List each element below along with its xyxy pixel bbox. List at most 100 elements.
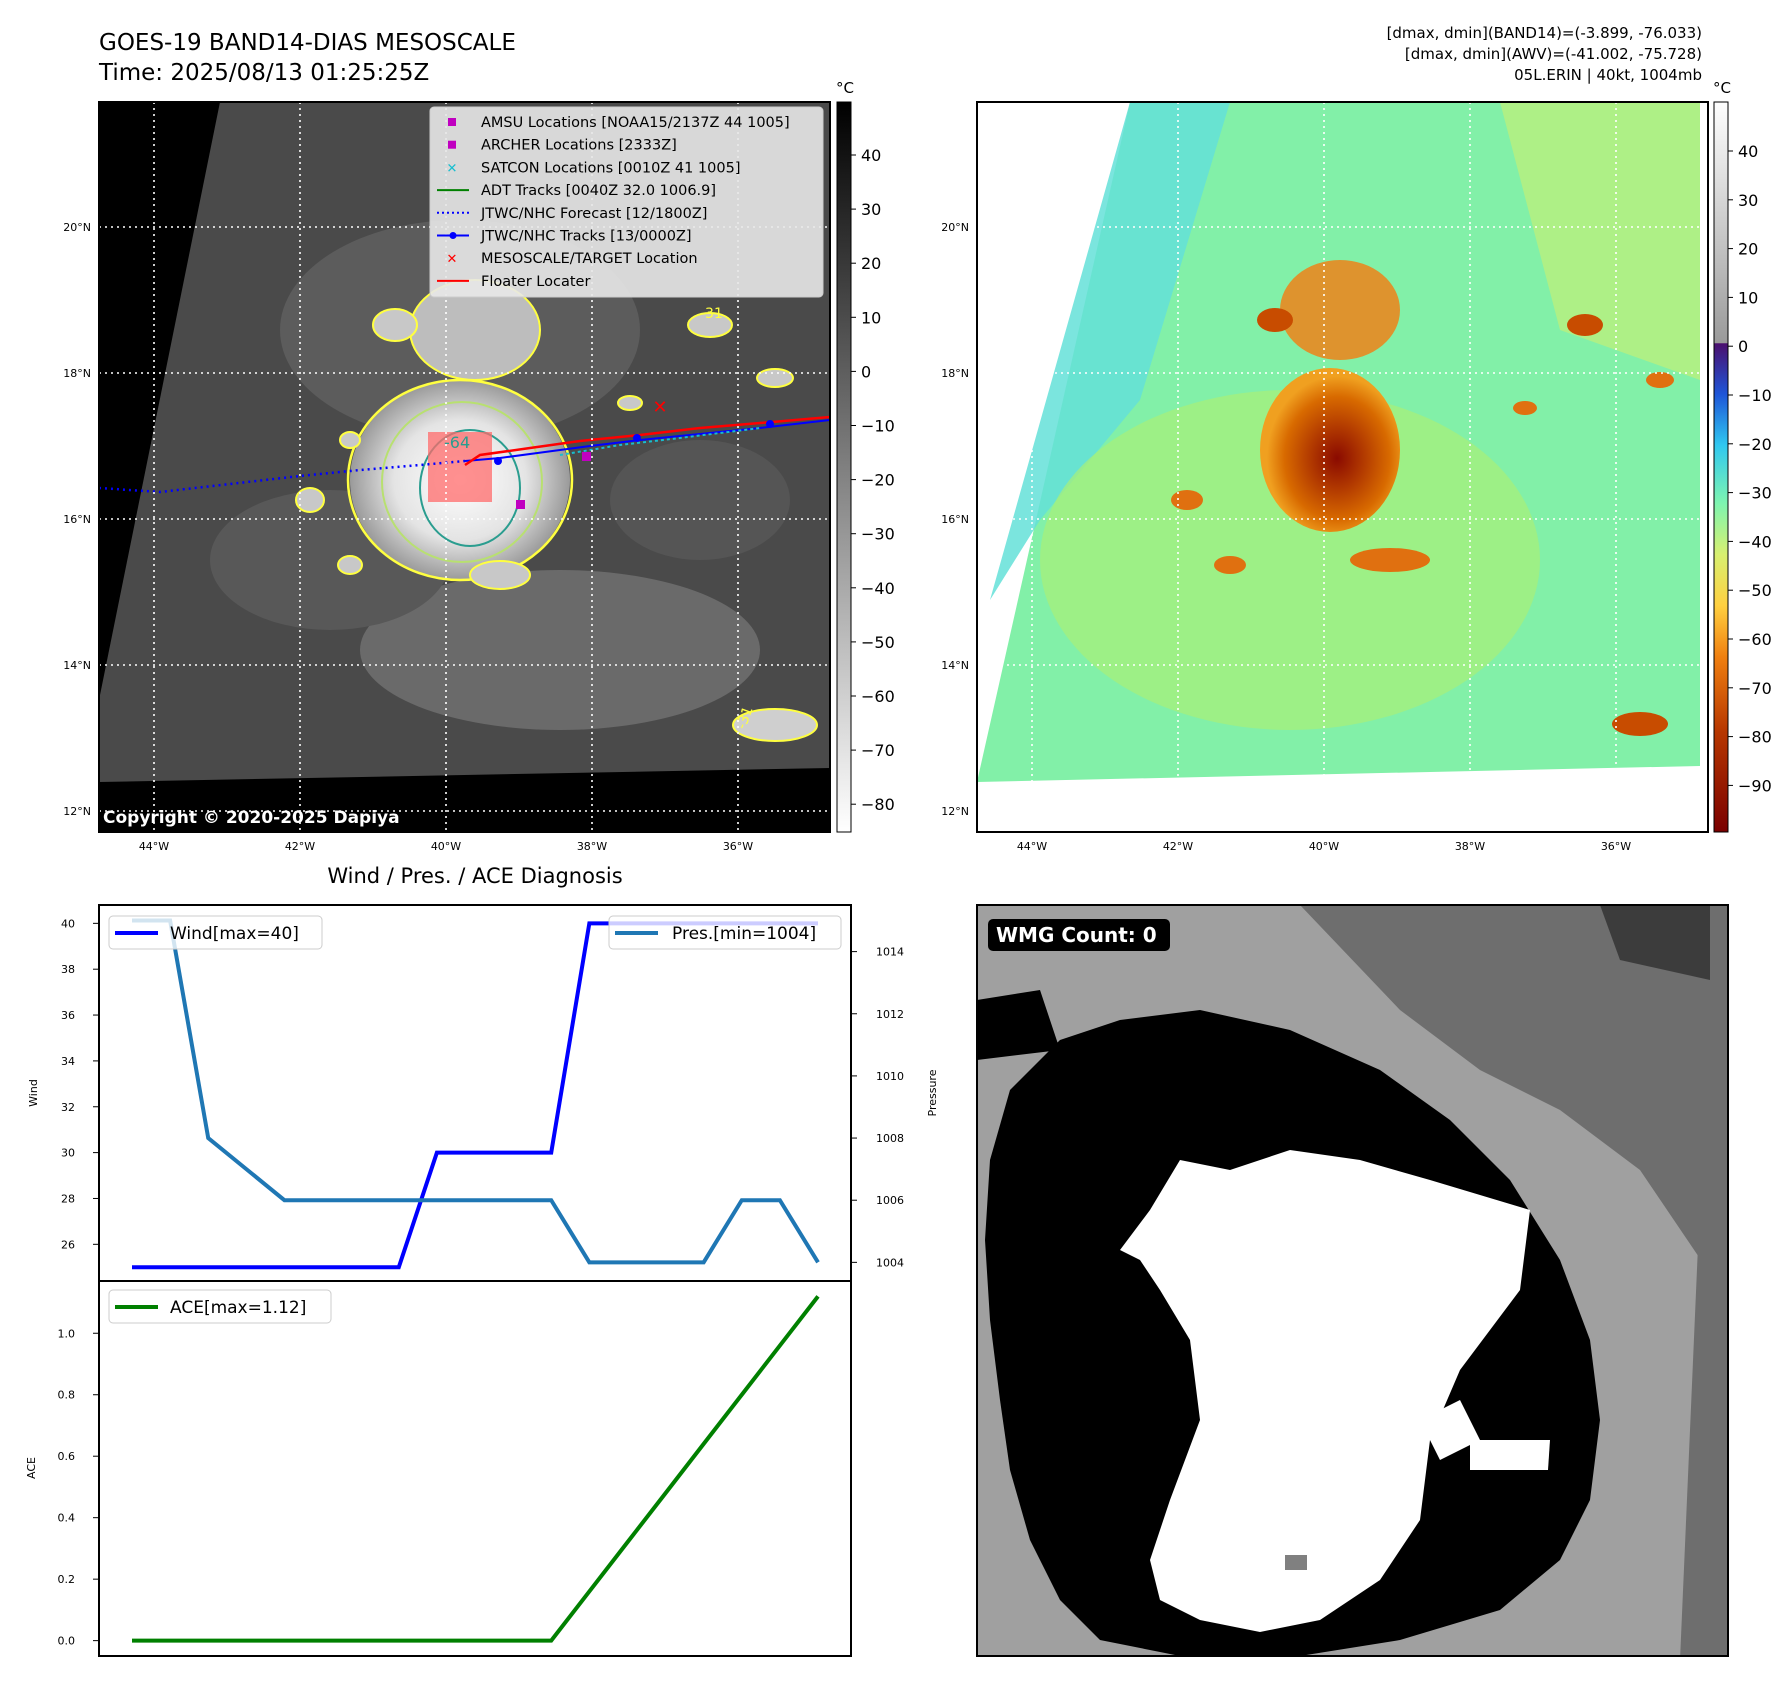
satcon-track — [559, 427, 761, 456]
lat-tick-label: 18°N — [941, 367, 969, 380]
contour-label: -31 — [700, 306, 723, 322]
legend-label: AMSU Locations [NOAA15/2137Z 44 1005] — [481, 115, 790, 131]
colorbar-tick-label: 30 — [861, 200, 881, 219]
lon-tick-label: 42°W — [1163, 840, 1193, 853]
y-tick-label: 0.0 — [58, 1635, 76, 1648]
wind-legend-label: Wind[max=40] — [170, 924, 299, 944]
lon-tick-label: 36°W — [1601, 840, 1631, 853]
color-colorbar: °C 40 30 20 10 0 −10 −20 −30 −40 −50 −60 −70 −80 −90 — [1713, 79, 1772, 833]
info-band14: [dmax, dmin](BAND14)=(-3.899, -76.033) — [1387, 24, 1702, 42]
y-tick-label: 0.2 — [58, 1573, 76, 1586]
y-tick-label: 36 — [61, 1009, 75, 1022]
floater-track — [464, 415, 830, 467]
ace-legend-label: ACE[max=1.12] — [170, 1298, 306, 1318]
y-tick-label: 0.8 — [58, 1389, 76, 1402]
figure-title: GOES-19 BAND14-DIAS MESOSCALE — [99, 30, 516, 56]
colorbar-tick-label: −60 — [1738, 630, 1772, 649]
colorbar-tick-label: −80 — [1738, 728, 1772, 747]
y-tick-label: 26 — [61, 1238, 75, 1251]
lon-tick-label: 38°W — [1455, 840, 1485, 853]
y-tick-label: 30 — [61, 1147, 75, 1160]
y2-tick-label: 1010 — [876, 1070, 904, 1083]
y-tick-label: 1.0 — [58, 1327, 76, 1340]
ace-series-line — [132, 1295, 820, 1643]
lat-tick-label: 18°N — [63, 367, 91, 380]
diagnosis-title: Wind / Pres. / ACE Diagnosis — [327, 864, 622, 888]
ace-legend-box — [108, 1289, 332, 1324]
pressure-legend-label: Pres.[min=1004] — [672, 924, 816, 944]
lat-tick-label: 16°N — [941, 513, 969, 526]
pressure-series-line — [132, 918, 820, 1265]
legend-label: Floater Locater — [481, 274, 590, 290]
legend-label: ADT Tracks [0040Z 32.0 1006.9] — [481, 183, 716, 199]
y-tick-label: 0.6 — [58, 1450, 76, 1463]
legend-label: ARCHER Locations [2333Z] — [481, 138, 677, 154]
lon-tick-label: 44°W — [1017, 840, 1047, 853]
best-track — [464, 419, 830, 462]
colorbar-tick-label: 20 — [1738, 240, 1758, 259]
y-axis-label: ACE — [25, 1457, 38, 1479]
colorbar-unit: °C — [836, 79, 854, 97]
legend-label: SATCON Locations [0010Z 41 1005] — [481, 160, 740, 176]
pressure-legend-box — [608, 915, 842, 950]
colorbar-tick-label: −70 — [1738, 679, 1772, 698]
legend-marker-x: ✕ — [447, 252, 458, 267]
lat-tick-label: 20°N — [941, 221, 969, 234]
colorbar-tick-label: −60 — [861, 687, 895, 706]
gray-colorbar: °C 40 30 20 10 0 −10 −20 −30 −40 −50 −60 −70 −80 — [836, 79, 895, 833]
forecast-track — [99, 459, 466, 494]
y2-tick-label: 1014 — [876, 946, 904, 959]
y2-tick-label: 1004 — [876, 1256, 904, 1269]
y-tick-label: 38 — [61, 963, 75, 976]
colorbar-tick-label: −20 — [861, 471, 895, 490]
contour-label: -31 — [734, 704, 757, 731]
wmg-count-badge — [988, 919, 1170, 951]
archer-marker — [516, 500, 525, 509]
colorbar-tick-label: −50 — [1738, 581, 1772, 600]
lon-tick-label: 40°W — [431, 840, 461, 853]
y-tick-label: 34 — [61, 1055, 75, 1068]
ace-chart: 0.0 0.2 0.4 0.6 0.8 1.0 ACE ACE[max=1.12] — [25, 1280, 852, 1657]
colorbar-tick-label: −70 — [861, 741, 895, 760]
wind-legend-box — [108, 915, 323, 950]
y-tick-label: 28 — [61, 1192, 75, 1205]
legend-label: MESOSCALE/TARGET Location — [481, 251, 698, 267]
awv-map-panel — [976, 101, 1709, 833]
lon-tick-label: 42°W — [285, 840, 315, 853]
colorbar-tick-label: 30 — [1738, 191, 1758, 210]
contour-label: -64 — [444, 433, 470, 452]
colorbar-tick-label: −10 — [861, 417, 895, 436]
lon-tick-label: 40°W — [1309, 840, 1339, 853]
lon-tick-label: 36°W — [723, 840, 753, 853]
lat-tick-label: 14°N — [63, 659, 91, 672]
lon-tick-label: 44°W — [139, 840, 169, 853]
colorbar-tick-label: −80 — [861, 795, 895, 814]
colorbar-tick-label: −40 — [1738, 532, 1772, 551]
colorbar-tick-label: −10 — [1738, 386, 1772, 405]
colorbar-tick-label: −30 — [1738, 484, 1772, 503]
y-tick-label: 40 — [61, 917, 75, 930]
legend-label: JTWC/NHC Forecast [12/1800Z] — [480, 206, 707, 222]
lat-tick-label: 16°N — [63, 513, 91, 526]
colorbar-tick-label: −90 — [1738, 776, 1772, 795]
lon-tick-label: 38°W — [577, 840, 607, 853]
y2-tick-label: 1008 — [876, 1132, 904, 1145]
y2-tick-label: 1012 — [876, 1008, 904, 1021]
legend-marker-dot — [449, 232, 457, 239]
colorbar-tick-label: 40 — [861, 146, 881, 165]
wmg-white-core — [1120, 1150, 1530, 1632]
wind-pressure-chart: 26 28 30 32 34 36 38 40 1004 1006 1008 1010 1012 1014… — [27, 904, 939, 1282]
amsu-marker — [582, 452, 591, 461]
lat-tick-label: 20°N — [63, 221, 91, 234]
info-awv: [dmax, dmin](AWV)=(-41.002, -75.728) — [1405, 45, 1702, 63]
colorbar-tick-label: 40 — [1738, 142, 1758, 161]
colorbar-tick-label: 10 — [861, 308, 881, 327]
y2-tick-label: 1006 — [876, 1194, 904, 1207]
colorbar-tick-label: −50 — [861, 633, 895, 652]
colorbar-tick-label: −40 — [861, 579, 895, 598]
legend-label: JTWC/NHC Tracks [13/0000Z] — [480, 229, 692, 245]
legend-marker-x: ✕ — [447, 161, 458, 176]
floater-box — [428, 432, 492, 502]
colorbar-tick-label: 0 — [861, 362, 871, 381]
